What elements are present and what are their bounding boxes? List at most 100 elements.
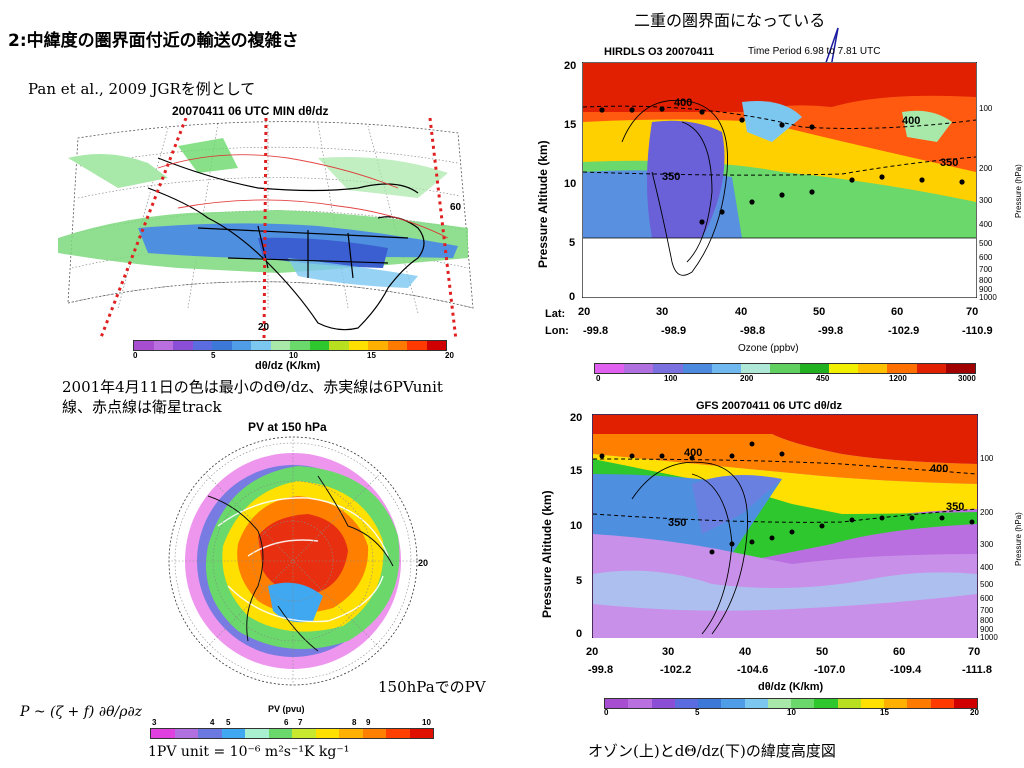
pv-tick: 6 [284, 718, 289, 727]
map-top-tick: 15 [367, 351, 376, 360]
pv-tick: 3 [152, 718, 157, 727]
gfs-colorbar-swatch [767, 699, 791, 708]
ozone-ptick: 500 [979, 239, 993, 248]
gfs-colorbar-swatch [930, 699, 954, 708]
gfs-xlabel: dθ/dz (K/km) [758, 681, 824, 693]
map-top-tick: 5 [211, 351, 216, 360]
map-top-colorbar-swatch [153, 341, 173, 350]
gfs-cbar-tick: 10 [787, 708, 796, 717]
gfs-panel-title: GFS 20070411 06 UTC dθ/dz [696, 400, 842, 412]
map-top-colorbar-swatch [251, 341, 271, 350]
map-top-colorbar-swatch [231, 341, 251, 350]
ozone-xtick: 60 [891, 306, 904, 318]
map-top-colorbar-swatch [407, 341, 427, 350]
gfs-cbar-tick: 0 [604, 708, 609, 717]
ozone-ptick: 100 [979, 104, 993, 113]
ozone-cross-section: 400 350 400 350 [582, 62, 977, 298]
gfs-ytick: 5 [576, 575, 583, 587]
ozone-ptick: 800 [979, 276, 993, 285]
bottom-caption: オゾン(上)とdΘ/dz(下)の緯度高度図 [588, 742, 836, 760]
ozone-xtick: 40 [735, 306, 748, 318]
pv-colorbar-swatch [221, 729, 245, 738]
ozone-ptick: 900 [979, 285, 993, 294]
pv-colorbar-label: PV (pvu) [268, 704, 305, 714]
ozone-lon: -102.9 [888, 325, 920, 337]
ozone-ytick: 20 [564, 60, 577, 72]
gfs-colorbar-swatch [628, 699, 652, 708]
ozone-ptick: 300 [979, 196, 993, 205]
gfs-cbar-tick: 20 [970, 708, 979, 717]
ozone-colorbar-swatch [741, 364, 771, 373]
ozone-ylabel-right: Pressure (hPa) [1014, 164, 1023, 218]
pv-tick: 5 [226, 718, 231, 727]
gfs-xtick: 40 [739, 646, 752, 658]
gfs-colorbar-swatch [860, 699, 884, 708]
ozone-colorbar-swatch [828, 364, 859, 373]
ozone-cbar-tick: 3000 [958, 374, 976, 383]
gfs-ytick: 10 [570, 520, 583, 532]
ozone-colorbar-swatch [858, 364, 888, 373]
ozone-lon: -99.8 [818, 325, 844, 337]
pv-tick: 10 [422, 718, 431, 727]
map-top-lat60-label: 60 [450, 202, 462, 213]
gfs-contour-350-right: 350 [946, 501, 964, 513]
map-top-colorbar-swatch [387, 341, 407, 350]
gfs-colorbar-swatch [837, 699, 861, 708]
pv-unit-definition: 1PV unit = 10⁻⁶ m²s⁻¹K kg⁻¹ [148, 744, 350, 760]
gfs-ptick: 300 [980, 540, 994, 549]
ozone-lon: -98.9 [661, 325, 687, 337]
slide-title: 2:中緯度の圏界面付近の輸送の複雑さ [8, 31, 299, 51]
pv-tick: 7 [298, 718, 303, 727]
gfs-xtick: 30 [662, 646, 675, 658]
gfs-ylabel-right: Pressure (hPa) [1014, 512, 1023, 566]
ozone-ytick: 15 [564, 119, 577, 131]
pv-colorbar-swatch [386, 729, 410, 738]
ozone-ytick: 0 [569, 291, 576, 303]
gfs-contour-400-left: 400 [684, 447, 702, 459]
ozone-lat-label: Lat: [545, 308, 566, 320]
gfs-ytick: 15 [570, 465, 583, 477]
map-top-colorbar-swatch [212, 341, 232, 350]
gfs-cbar-tick: 5 [695, 708, 700, 717]
gfs-cbar-tick: 15 [880, 708, 889, 717]
ozone-colorbar-swatch [595, 364, 625, 373]
pv-polar-map: 20 [168, 436, 428, 686]
ozone-ptick: 200 [979, 164, 993, 173]
gfs-ptick: 200 [980, 508, 994, 517]
double-tropopause-annotation: 二重の圏界面になっている [634, 11, 826, 30]
ozone-xtick: 30 [656, 306, 669, 318]
gfs-lon: -109.4 [890, 664, 922, 676]
gfs-lon: -111.8 [962, 664, 992, 676]
ozone-ptick: 600 [979, 253, 993, 262]
ozone-colorbar-swatch [682, 364, 712, 373]
ozone-colorbar-swatch [916, 364, 946, 373]
gfs-colorbar-swatch [884, 699, 908, 708]
ozone-ptick: 1000 [979, 293, 997, 302]
ozone-cbar-tick: 100 [664, 374, 678, 383]
pv-colorbar-swatch [198, 729, 222, 738]
map-top-colorbar-swatch [329, 341, 349, 350]
gfs-lon: -107.0 [814, 664, 846, 676]
map-top-colorbar-swatch [426, 341, 446, 350]
map-top-colorbar-swatch [290, 341, 310, 350]
ozone-ylabel: Pressure Altitude (km) [536, 140, 550, 268]
map-top-colorbar-swatch [368, 341, 388, 350]
gfs-lon: -104.6 [737, 664, 769, 676]
ozone-xtick: 70 [966, 306, 979, 318]
pv-colorbar-swatch [245, 729, 269, 738]
ozone-lon: -110.9 [962, 325, 993, 337]
map-top-colorbar-swatch [192, 341, 212, 350]
ozone-ptick: 400 [979, 220, 993, 229]
ozone-cbar-tick: 0 [596, 374, 601, 383]
map-top-colorbar-swatch [348, 341, 368, 350]
pv-colorbar-swatch [268, 729, 292, 738]
ozone-colorbar-swatch [799, 364, 829, 373]
gfs-ptick: 1000 [980, 633, 998, 642]
ozone-colorbar [594, 363, 976, 374]
ozone-cbar-tick: 1200 [889, 374, 907, 383]
pv-map-title: PV at 150 hPa [248, 420, 327, 434]
ozone-lon: -98.8 [740, 325, 766, 337]
ozone-cbar-tick: 200 [740, 374, 754, 383]
gfs-colorbar [604, 698, 978, 709]
ozone-ptick: 700 [979, 265, 993, 274]
